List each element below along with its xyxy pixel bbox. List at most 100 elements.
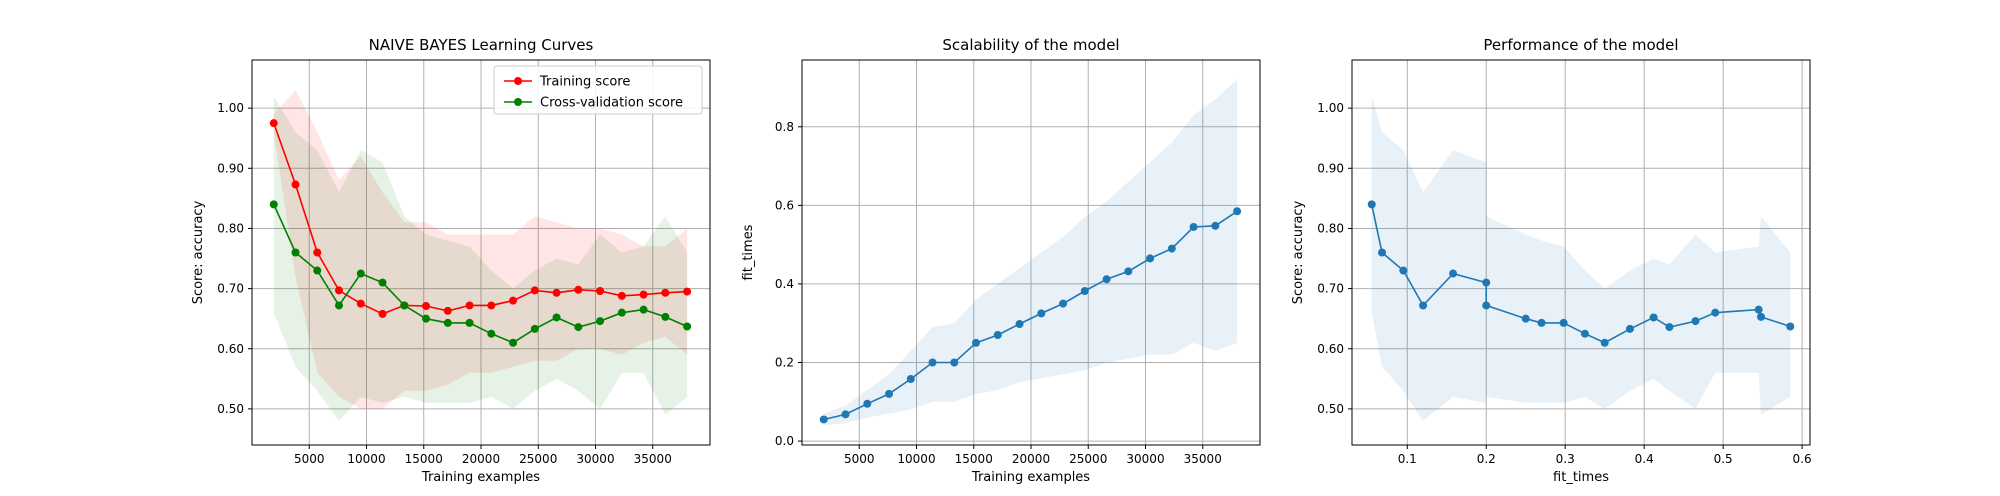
series-1-point — [378, 278, 387, 287]
y-tick-label: 0.80 — [1317, 221, 1344, 235]
scalability-chart: 5000 10000 15000 20000 25000 30000 35000 0.0 0.2… — [741, 36, 1261, 485]
series-0-point — [335, 286, 344, 295]
y-tick-label: 0.70 — [1317, 282, 1344, 296]
series-0-point — [552, 288, 561, 297]
legend-marker — [514, 98, 522, 106]
y-axis-label: Score: accuracy — [1291, 200, 1306, 304]
series-0-point — [885, 389, 894, 398]
y-tick-label: 0.4 — [775, 277, 794, 291]
performance-chart: 0.1 0.2 0.3 0.4 0.5 0.6 0.50 0.60 0.70 0.80 0.90 1.… — [1291, 36, 1812, 485]
series-0-band — [273, 90, 688, 409]
x-tick-label: 15000 — [405, 452, 443, 466]
y-tick-label: 0.6 — [775, 198, 794, 212]
series-1-point — [313, 266, 322, 275]
x-tick-label: 20000 — [462, 452, 500, 466]
y-tick-label: 0.50 — [1317, 402, 1344, 416]
x-tick-label: 5000 — [294, 452, 325, 466]
chart-title: Scalability of the model — [942, 36, 1119, 54]
series-0-point — [422, 302, 431, 311]
series-0-point — [639, 290, 648, 299]
series-0-point — [1537, 318, 1546, 327]
plot-area — [269, 90, 692, 421]
x-axis-label: Training examples — [971, 470, 1090, 485]
series-0-point — [1665, 323, 1674, 332]
legend-box — [493, 65, 703, 115]
chart-title: Performance of the model — [1483, 36, 1678, 54]
series-0-point — [1059, 299, 1068, 308]
x-tick-label: 0.4 — [1635, 452, 1654, 466]
series-0-band — [823, 79, 1238, 426]
series-0-point — [1233, 207, 1242, 216]
series-0-line — [823, 210, 1238, 421]
series-0-point — [683, 287, 692, 296]
series-0-point — [863, 399, 872, 408]
series-1-point — [465, 318, 474, 327]
series-0-band — [1371, 96, 1791, 421]
series-0-point — [1378, 248, 1387, 257]
series-0-point — [530, 286, 539, 295]
series-0-point — [291, 180, 300, 189]
series-0-point — [1015, 320, 1024, 328]
series-1-point — [356, 269, 365, 278]
x-tick-label: 30000 — [576, 452, 614, 466]
series-0-point — [819, 415, 828, 424]
grid — [802, 60, 1260, 445]
series-1-point — [661, 312, 670, 321]
series-0-point — [1786, 322, 1795, 331]
x-tick-label: 30000 — [1126, 452, 1164, 466]
learning-curves-chart: 5000 10000 15000 20000 25000 30000 35000 0.50 0.… — [191, 36, 711, 485]
series-0-point — [509, 296, 518, 305]
series-0-point — [1146, 254, 1155, 263]
series-0-point — [487, 301, 496, 310]
series-0-point — [1482, 278, 1491, 287]
series-0-point — [1211, 221, 1220, 230]
y-tick-label: 0.60 — [1317, 342, 1344, 356]
series-0-point — [1189, 222, 1198, 231]
series-1-point — [335, 301, 344, 310]
ticks: 5000 10000 15000 20000 25000 30000 35000 0.0 0.2… — [775, 120, 1222, 466]
y-tick-label: 0.2 — [775, 356, 794, 370]
axes-frame — [1351, 59, 1811, 446]
x-tick-label: 5000 — [844, 452, 875, 466]
x-tick-label: 25000 — [519, 452, 557, 466]
series-0-point — [1124, 267, 1133, 276]
series-0-point — [269, 119, 278, 128]
x-tick-label: 0.2 — [1477, 452, 1496, 466]
series-0-point — [1080, 287, 1089, 295]
series-0-point — [1449, 269, 1458, 278]
series-0-point — [1649, 313, 1658, 322]
series-0-point — [574, 285, 583, 294]
series-1-point — [269, 200, 278, 209]
series-0-point — [1600, 338, 1609, 347]
x-tick-label: 25000 — [1069, 452, 1107, 466]
series-0-point — [378, 309, 387, 318]
series-0-point — [841, 410, 850, 419]
y-axis-label: fit_times — [741, 224, 756, 280]
series-0-point — [1367, 200, 1376, 209]
series-0-point — [993, 331, 1002, 339]
series-0-point — [928, 358, 937, 367]
series-0-point — [906, 375, 915, 383]
series-0-point — [1521, 314, 1530, 323]
series-0-point — [661, 288, 670, 297]
series-0-point — [465, 301, 474, 310]
y-tick-label: 0.8 — [775, 120, 794, 134]
chart-title: NAIVE BAYES Learning Curves — [369, 36, 594, 54]
series-1-point — [291, 248, 300, 257]
y-tick-label: 1.00 — [217, 101, 244, 115]
x-tick-label: 0.5 — [1714, 452, 1733, 466]
y-tick-label: 0.60 — [217, 342, 244, 356]
x-tick-label: 35000 — [1184, 452, 1222, 466]
y-tick-label: 0.70 — [217, 282, 244, 296]
ticks: 0.1 0.2 0.3 0.4 0.5 0.6 0.50 0.60 0.70 0.80 0.90 1.… — [1317, 101, 1811, 466]
series-0-point — [950, 358, 959, 367]
series-0-point — [1691, 317, 1700, 326]
plot-area — [819, 79, 1242, 426]
y-axis-label: Score: accuracy — [191, 200, 206, 304]
series-1-point — [617, 308, 626, 317]
x-tick-label: 0.1 — [1398, 452, 1417, 466]
series-1-point — [422, 314, 431, 323]
series-1-point — [683, 322, 692, 331]
series-0-point — [443, 306, 452, 315]
